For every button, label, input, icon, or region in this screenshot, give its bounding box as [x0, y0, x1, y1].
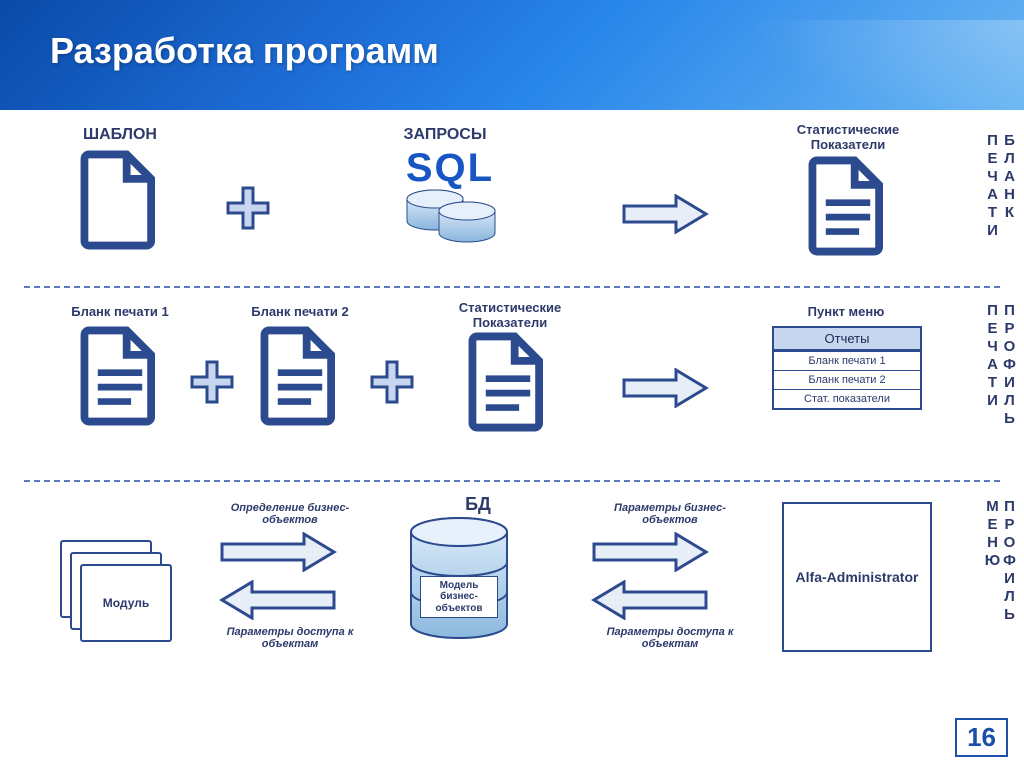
- label-stats-1: Статистические Показатели: [768, 122, 928, 152]
- menu-item-3: Стат. показатели: [774, 389, 920, 408]
- admin-box: Alfa-Administrator: [782, 502, 932, 652]
- menu-item-1: Бланк печати 1: [774, 351, 920, 370]
- slide-title: Разработка программ: [50, 30, 1024, 72]
- plus-icon-1: [226, 186, 270, 230]
- label-db: БД: [465, 494, 491, 515]
- db-model-label: Модель бизнес-объектов: [420, 576, 498, 619]
- plus-icon-2: [190, 360, 234, 404]
- separator-2: [24, 480, 1000, 482]
- diagram-stage: БЛАНК ПЕЧАТИ ПРОФИЛЬ ПЕЧАТИ ПРОФИЛЬ МЕНЮ…: [0, 110, 1024, 767]
- side-label-3: ПРОФИЛЬ МЕНЮ: [994, 498, 1018, 698]
- label-blank2: Бланк печати 2: [251, 304, 349, 319]
- arrow-right-2: [590, 532, 710, 572]
- side-label-1: БЛАНК ПЕЧАТИ: [994, 132, 1018, 282]
- doc-icon-blank1: [80, 326, 160, 426]
- arrow-right-1: [218, 532, 338, 572]
- caption-def-biz: Определение бизнес-объектов: [215, 502, 365, 526]
- separator-1: [24, 286, 1000, 288]
- module-stack: Модуль: [60, 540, 170, 642]
- caption-params-biz: Параметры бизнес-объектов: [595, 502, 745, 526]
- menu-item-2: Бланк печати 2: [774, 370, 920, 389]
- label-template: ШАБЛОН: [83, 126, 157, 144]
- arrow-left-2: [590, 580, 710, 620]
- sql-icon: SQL: [380, 146, 520, 245]
- db-icon: Модель бизнес-объектов: [404, 516, 514, 646]
- plus-icon-3: [370, 360, 414, 404]
- doc-icon-stats-2: [468, 332, 548, 432]
- label-blank1: Бланк печати 1: [71, 304, 169, 319]
- module-card-front: Модуль: [80, 564, 172, 642]
- doc-icon-stats-1: [808, 156, 888, 256]
- slide-header: Разработка программ: [0, 0, 1024, 110]
- doc-icon-template: [80, 150, 160, 250]
- menu-box: Отчеты Бланк печати 1 Бланк печати 2 Ста…: [772, 326, 922, 410]
- doc-icon-blank2: [260, 326, 340, 426]
- label-menu-title: Пункт меню: [808, 304, 885, 319]
- menu-head: Отчеты: [774, 328, 920, 351]
- arrow-icon-2: [620, 368, 710, 408]
- label-stats-2: Статистические Показатели: [430, 300, 590, 330]
- arrow-left-1: [218, 580, 338, 620]
- caption-access-2: Параметры доступа к объектам: [595, 626, 745, 650]
- label-queries: ЗАПРОСЫ: [404, 126, 487, 144]
- side-label-2: ПРОФИЛЬ ПЕЧАТИ: [994, 302, 1018, 476]
- caption-access-1: Параметры доступа к объектам: [215, 626, 365, 650]
- page-number: 16: [955, 718, 1008, 757]
- arrow-icon-1: [620, 194, 710, 234]
